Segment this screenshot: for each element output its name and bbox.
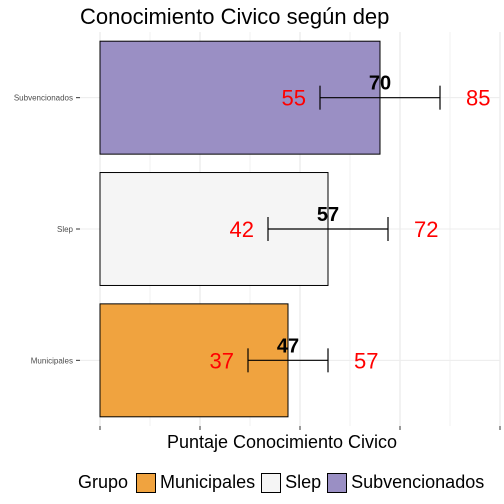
- data-label-upper: 57: [354, 348, 378, 373]
- legend-item-subvencionados: Subvencionados: [327, 472, 484, 493]
- data-label-upper: 72: [414, 217, 438, 242]
- legend-key-subvencionados: [327, 472, 348, 493]
- data-label-upper: 85: [466, 86, 490, 111]
- data-label-value: 57: [317, 204, 339, 226]
- legend-title: Grupo: [78, 472, 129, 492]
- data-label-lower: 55: [282, 86, 306, 111]
- data-label-value: 47: [277, 335, 299, 357]
- legend-item-slep: Slep: [261, 472, 321, 493]
- legend-label-slep: Slep: [285, 472, 322, 492]
- data-label-lower: 42: [230, 217, 254, 242]
- data-label-lower: 37: [210, 348, 234, 373]
- legend-key-slep: [261, 472, 282, 493]
- y-tick-label: Municipales: [31, 356, 73, 365]
- y-tick-label: Subvencionados: [14, 94, 73, 103]
- legend: Grupo Municipales Slep Subvencionados: [78, 472, 490, 493]
- data-label-value: 70: [369, 73, 391, 95]
- legend-item-municipales: Municipales: [136, 472, 255, 493]
- y-tick-label: Slep: [57, 225, 74, 234]
- legend-label-subvencionados: Subvencionados: [351, 472, 485, 492]
- chart-title: Conocimiento Civico según dep: [80, 4, 390, 29]
- x-axis-label: Puntaje Conocimiento Civico: [166, 432, 398, 452]
- legend-key-municipales: [136, 472, 157, 493]
- legend-label-municipales: Municipales: [160, 472, 256, 492]
